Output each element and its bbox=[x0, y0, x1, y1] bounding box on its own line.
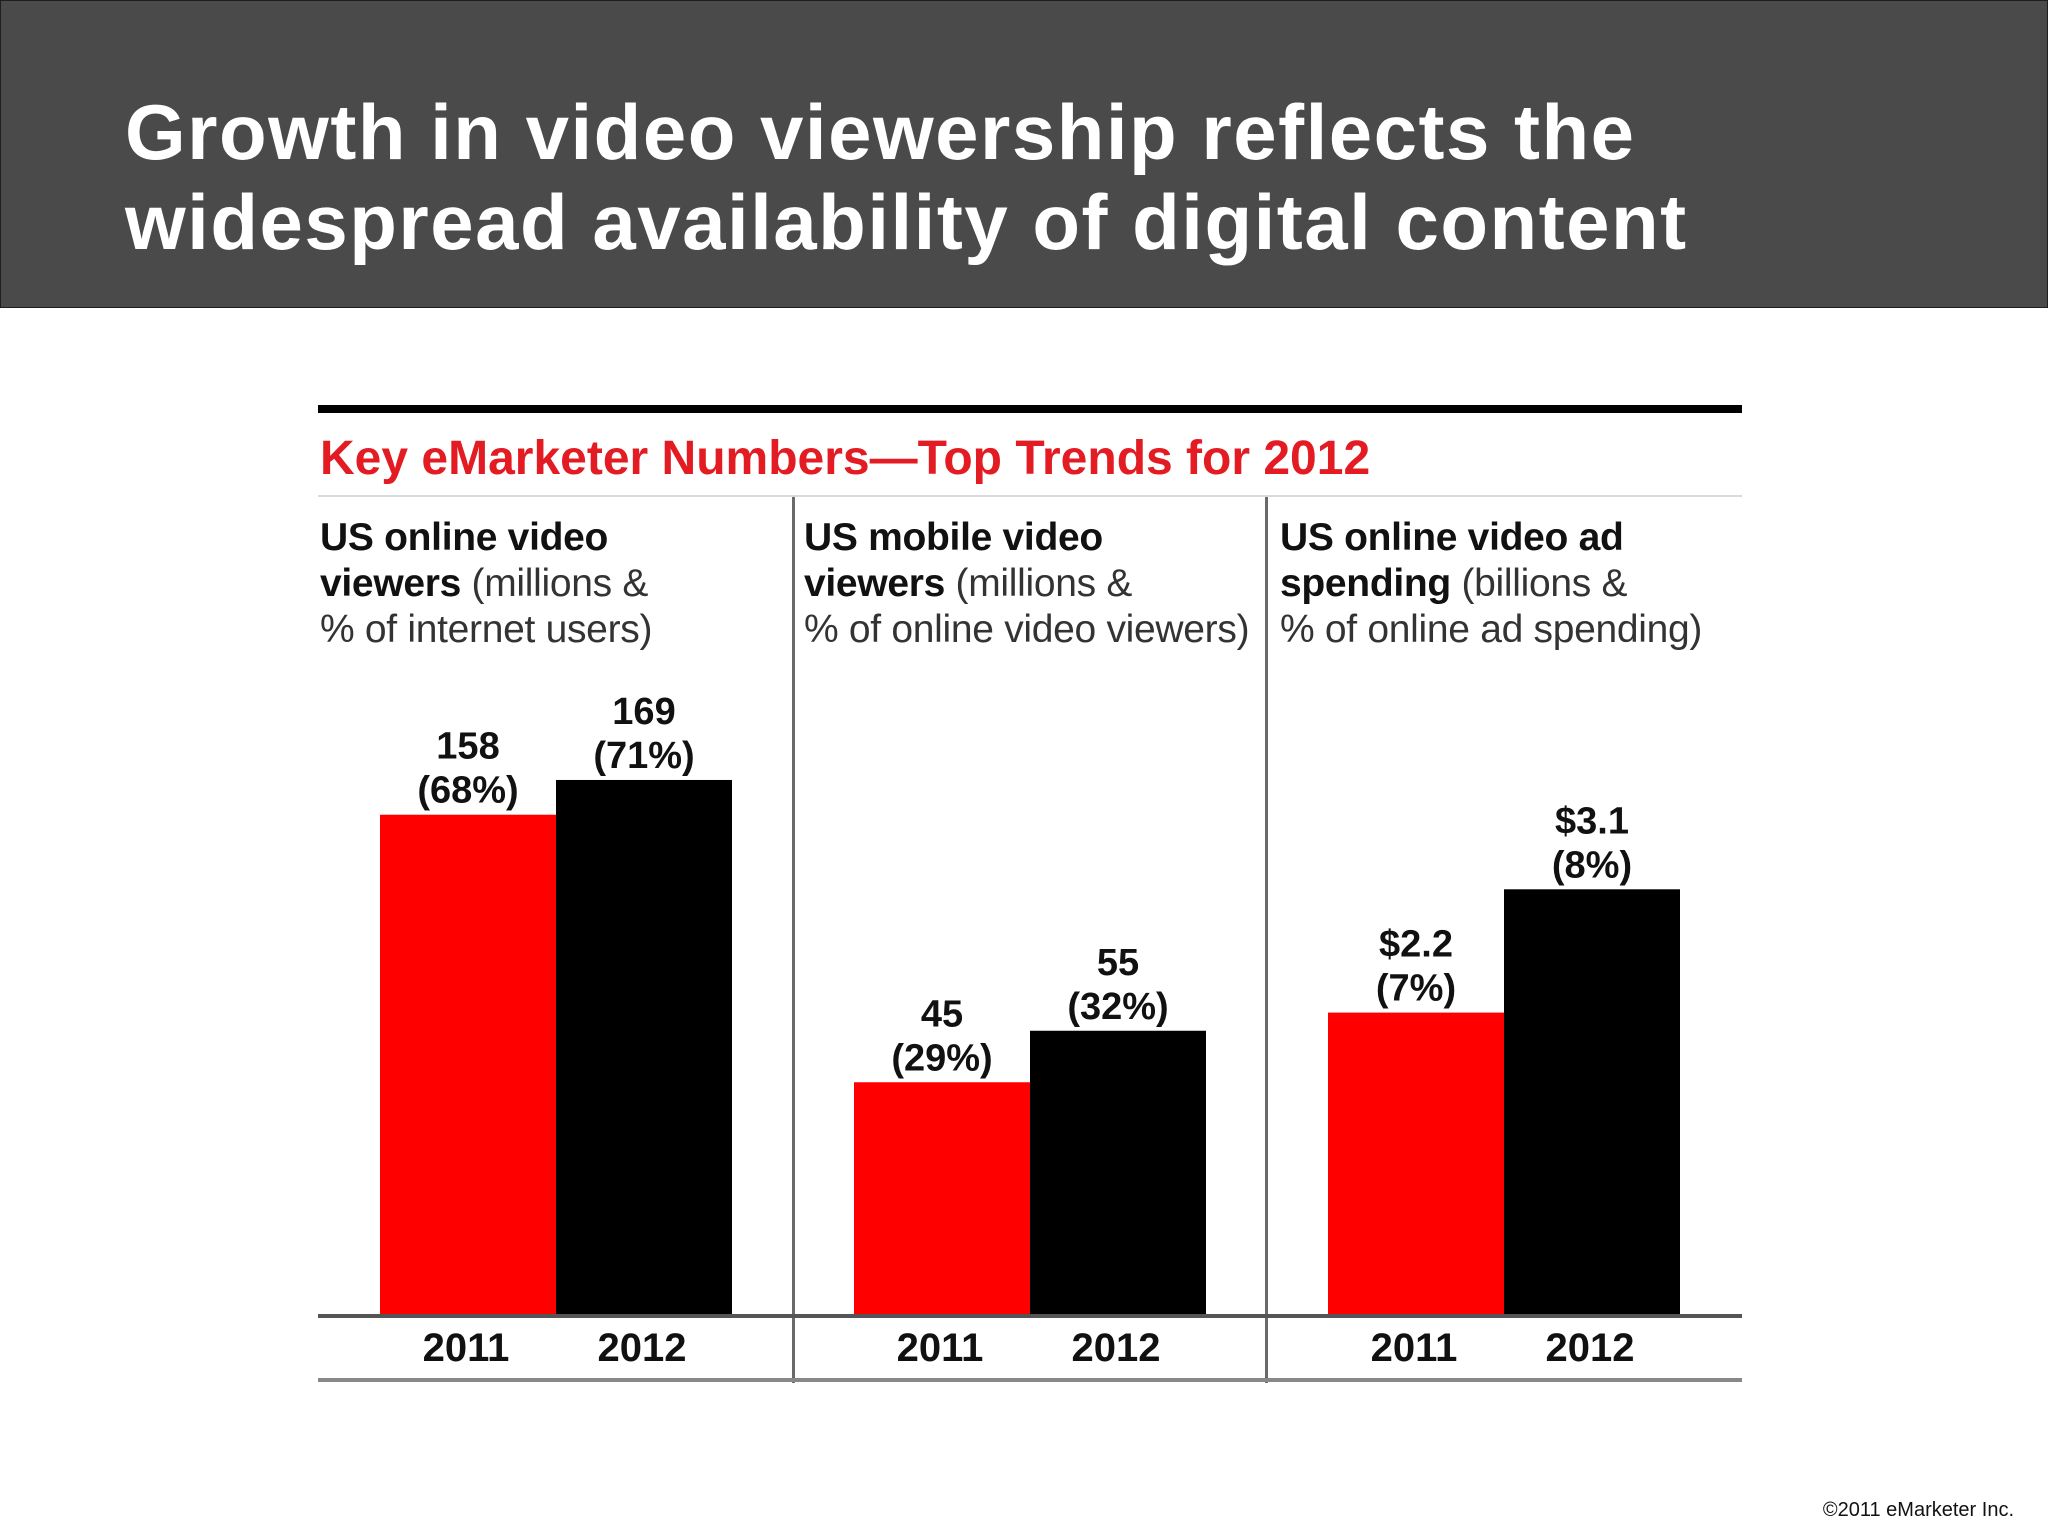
bar-2012 bbox=[556, 779, 732, 1314]
bar-value-label: 55 bbox=[1097, 942, 1139, 984]
panel-mobile-video-viewers: US mobile video viewers (millions & % of… bbox=[802, 497, 1268, 1383]
panel-divider bbox=[792, 497, 795, 1383]
category-tick-label: 2011 bbox=[1371, 1326, 1458, 1370]
panel-online-video-viewers: US online video viewers (millions & % of… bbox=[318, 497, 792, 1383]
bar-2011 bbox=[1328, 1012, 1504, 1314]
category-tick-label: 2011 bbox=[423, 1326, 510, 1370]
figure-top-rule bbox=[318, 405, 1742, 413]
panel-heading: US online video viewers (millions & % of… bbox=[320, 515, 790, 653]
panel-divider bbox=[1265, 497, 1268, 1383]
panel-heading-lead: US online video bbox=[320, 516, 609, 559]
slide-header: Growth in video viewership reflects the … bbox=[0, 0, 2048, 308]
panel-heading-unit: (millions & bbox=[461, 562, 649, 605]
bar-value-label: 158 bbox=[436, 726, 499, 768]
panel-heading-unit: % of online ad spending) bbox=[1280, 608, 1703, 651]
category-tick-label: 2011 bbox=[897, 1326, 984, 1370]
bar-2012 bbox=[1030, 1030, 1206, 1314]
bar-2011 bbox=[854, 1082, 1030, 1314]
panel-heading-unit: % of online video viewers) bbox=[804, 608, 1250, 651]
panel-heading-unit: (millions & bbox=[945, 562, 1133, 605]
slide-title: Growth in video viewership reflects the … bbox=[125, 88, 1688, 266]
bar-percent-label: (71%) bbox=[593, 735, 694, 777]
panel-heading-unit: (billions & bbox=[1450, 562, 1628, 605]
bar-percent-label: (7%) bbox=[1376, 968, 1456, 1010]
panel-heading: US mobile video viewers (millions & % of… bbox=[804, 515, 1274, 653]
chart-figure: Key eMarketer Numbers—Top Trends for 201… bbox=[318, 405, 1742, 1525]
bar-percent-label: (68%) bbox=[417, 770, 518, 812]
figure-title: Key eMarketer Numbers—Top Trends for 201… bbox=[320, 432, 1371, 485]
bar-2011 bbox=[380, 814, 556, 1314]
copyright-notice: ©2011 eMarketer Inc. bbox=[1822, 1499, 2014, 1521]
panel-heading-lead: US online video ad bbox=[1280, 516, 1624, 559]
panel-heading-lead: viewers bbox=[320, 562, 462, 605]
panel-heading-lead: viewers bbox=[804, 562, 946, 605]
panel-heading-unit: % of internet users) bbox=[320, 608, 653, 651]
bar-2012 bbox=[1504, 889, 1680, 1314]
figure-title-rule bbox=[318, 495, 1742, 497]
panel-heading: US online video ad spending (billions & … bbox=[1280, 515, 1750, 653]
bar-charts: 158(68%) 2011 169(71%) 2012 45(29%) 2011 55(32… bbox=[380, 691, 1680, 1370]
bottom-rule bbox=[318, 1378, 1742, 1382]
panel-heading-lead: spending bbox=[1280, 562, 1451, 605]
category-tick-label: 2012 bbox=[1072, 1326, 1161, 1370]
bar-value-label: $3.1 bbox=[1555, 800, 1629, 842]
bar-value-label: 169 bbox=[612, 691, 675, 733]
category-tick-label: 2012 bbox=[1546, 1326, 1635, 1370]
baseline-rule bbox=[318, 1314, 1742, 1318]
bar-percent-label: (32%) bbox=[1067, 986, 1168, 1028]
bar-percent-label: (29%) bbox=[891, 1037, 992, 1079]
panel-heading-lead: US mobile video bbox=[804, 516, 1103, 559]
panel-video-ad-spending: US online video ad spending (billions & … bbox=[1278, 497, 1742, 1383]
category-tick-label: 2012 bbox=[598, 1326, 687, 1370]
bar-value-label: $2.2 bbox=[1379, 924, 1453, 966]
bar-value-label: 45 bbox=[921, 993, 963, 1035]
bar-percent-label: (8%) bbox=[1552, 844, 1632, 886]
